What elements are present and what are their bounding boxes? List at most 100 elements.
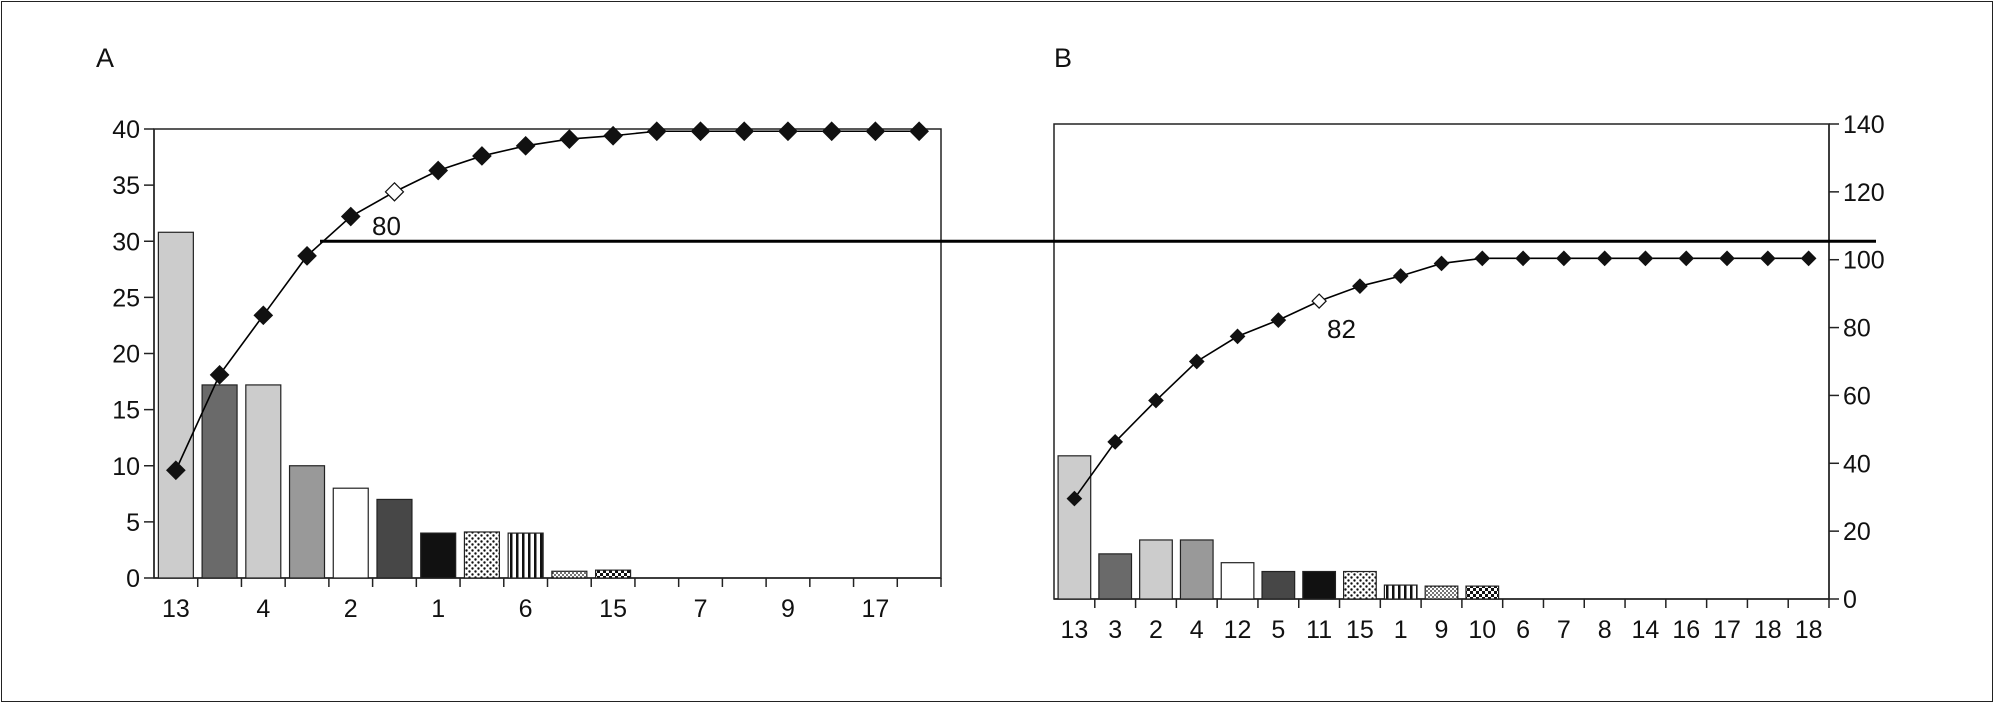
panel-b-bar [1179,539,1214,600]
panel-a-x-tick-label: 15 [599,595,627,623]
panel-b-cumulative-point [1311,293,1327,309]
panel-a-bar [332,487,369,579]
panel-b-cumulative-point [1474,250,1491,267]
panel-a-bar [201,384,238,579]
panel-a-x-tick-label: 7 [694,595,708,623]
panel-b-cumulative-point [1759,250,1776,267]
panel-a-y-tick-label: 10 [112,453,140,481]
panel-a-x-tick-label: 4 [256,595,270,623]
panel-b-bar [1383,584,1418,600]
panel-a-cumulative-point [384,182,405,202]
panel-a-y-tick-label: 40 [112,116,140,144]
panel-b-x-tick-label: 12 [1224,616,1252,644]
panel-b-y-tick-label: 100 [1843,247,1885,275]
panel-b-y-tick-label: 120 [1843,179,1885,207]
panel-b-x-tick-label: 16 [1672,616,1700,644]
panel-b-cumulative-point [1800,250,1817,267]
panel-a-cumulative-point [778,121,798,142]
panel-a-bar [245,384,282,579]
panel-b-x-tick-label: 3 [1108,616,1122,644]
panel-a-cumulative-point [909,121,929,142]
panel-a-cumulative-point [865,121,886,142]
panel-b-bar [1465,585,1500,600]
panel-b-cumulative-point [1392,268,1409,284]
panel-b-x-tick-label: 13 [1060,616,1088,644]
panel-a-x-tick-label: 9 [781,595,795,623]
panel-a-cumulative-point [472,146,492,166]
panel-a-cumulative-point [166,460,186,481]
panel-b-y-tick-label: 140 [1843,111,1885,139]
panel-b-cumulative-point [1515,250,1531,267]
panel-b-cumulative-point [1229,328,1246,345]
panel-a-cumulative-point [209,364,230,385]
panel-a-bar [376,498,413,579]
panel-b-x-tick-label: 5 [1271,616,1285,644]
panel-b-bar [1343,570,1377,600]
panel-a-bar [420,532,457,579]
panel-a-cumulative-point [603,125,623,146]
panel-b-y-tick-label: 0 [1843,586,1857,614]
panel-b-y-tick-label: 80 [1843,315,1871,343]
panel-a-x-tick-label: 6 [519,595,533,623]
panel-a-y-tick-label: 15 [112,397,140,425]
panel-b-bar [1098,553,1133,600]
panel-b-y-tick-label: 60 [1843,382,1871,410]
panel-b-x-tick-label: 2 [1149,616,1163,644]
panel-b-cumulative-point [1433,255,1450,272]
panel-a-y-tick-label: 20 [112,341,140,369]
panel-a-cumulative-point [253,305,274,326]
panel-b-bar [1139,539,1173,600]
panel-b-cumulative-point [1678,250,1695,267]
panel-a-cumulative-point [690,121,711,142]
panel-b-cumulative-point [1637,250,1654,267]
panel-b-x-tick-label: 10 [1468,616,1496,644]
panel-a-bar [594,569,632,579]
panel-b-x-tick-label: 14 [1632,616,1660,644]
panel-a-chart: 0 5 10 15 20 25 30 35 40 13 4 2 1 6 15 7 9 17 [112,116,942,623]
panel-b-x-tick-label: 1 [1394,616,1408,644]
panel-b-plot-frame [1053,123,1830,600]
panel-b-bar [1220,562,1255,600]
panel-a-y-tick-label: 5 [126,509,140,537]
panel-a-cumulative-point [734,121,755,142]
panel-b-x-tick-label: 7 [1557,616,1571,644]
panel-a-cumulative-point [515,135,536,156]
panel-a-bar [288,465,326,579]
panel-b-cumulative-point [1270,312,1287,328]
panel-a-bar [157,231,194,579]
panel-a-cumulative-point [428,160,449,181]
panel-b-x-tick-label: 15 [1346,616,1374,644]
panel-b-bar [1424,585,1459,600]
panel-a-y-tick-label: 0 [126,565,140,593]
panel-a-cumulative-point [559,129,580,149]
panel-b-cumulative-line [1073,257,1809,500]
panel-b-82-annotation: 82 [1327,314,1356,344]
panel-b-x-tick-label: 6 [1516,616,1530,644]
panel-a-y-tick-label: 25 [112,284,140,312]
panel-b-label: B [1054,43,1072,73]
panel-a-cumulative-point [340,206,361,227]
panel-a-cumulative-line [175,130,920,471]
panel-b-cumulative-point [1107,434,1124,450]
panel-a-80-annotation: 80 [372,211,401,241]
panel-b-cumulative-point [1066,490,1083,507]
panel-b-bar [1057,455,1092,600]
panel-a-bar [551,570,588,579]
panel-b-y-tick-label: 40 [1843,450,1871,478]
panel-b-cumulative-point [1596,250,1613,267]
panel-b-x-tick-label: 9 [1435,616,1449,644]
panel-a-x-tick-label: 1 [431,595,445,623]
panel-a-y-tick-label: 35 [112,172,140,200]
panel-b-x-tick-label: 4 [1190,616,1204,644]
panel-a-y-tick-label: 30 [112,228,140,256]
panel-a-x-tick-label: 2 [344,595,358,623]
panel-b-cumulative-point [1188,353,1205,370]
panel-b-cumulative-point [1556,250,1572,267]
panel-b-x-tick-label: 11 [1306,616,1332,644]
panel-b-cumulative-point [1148,392,1164,409]
panel-a-x-tick-label: 17 [862,595,890,623]
panel-b-x-tick-label: 18 [1754,616,1782,644]
panel-b-bar [1261,570,1296,600]
